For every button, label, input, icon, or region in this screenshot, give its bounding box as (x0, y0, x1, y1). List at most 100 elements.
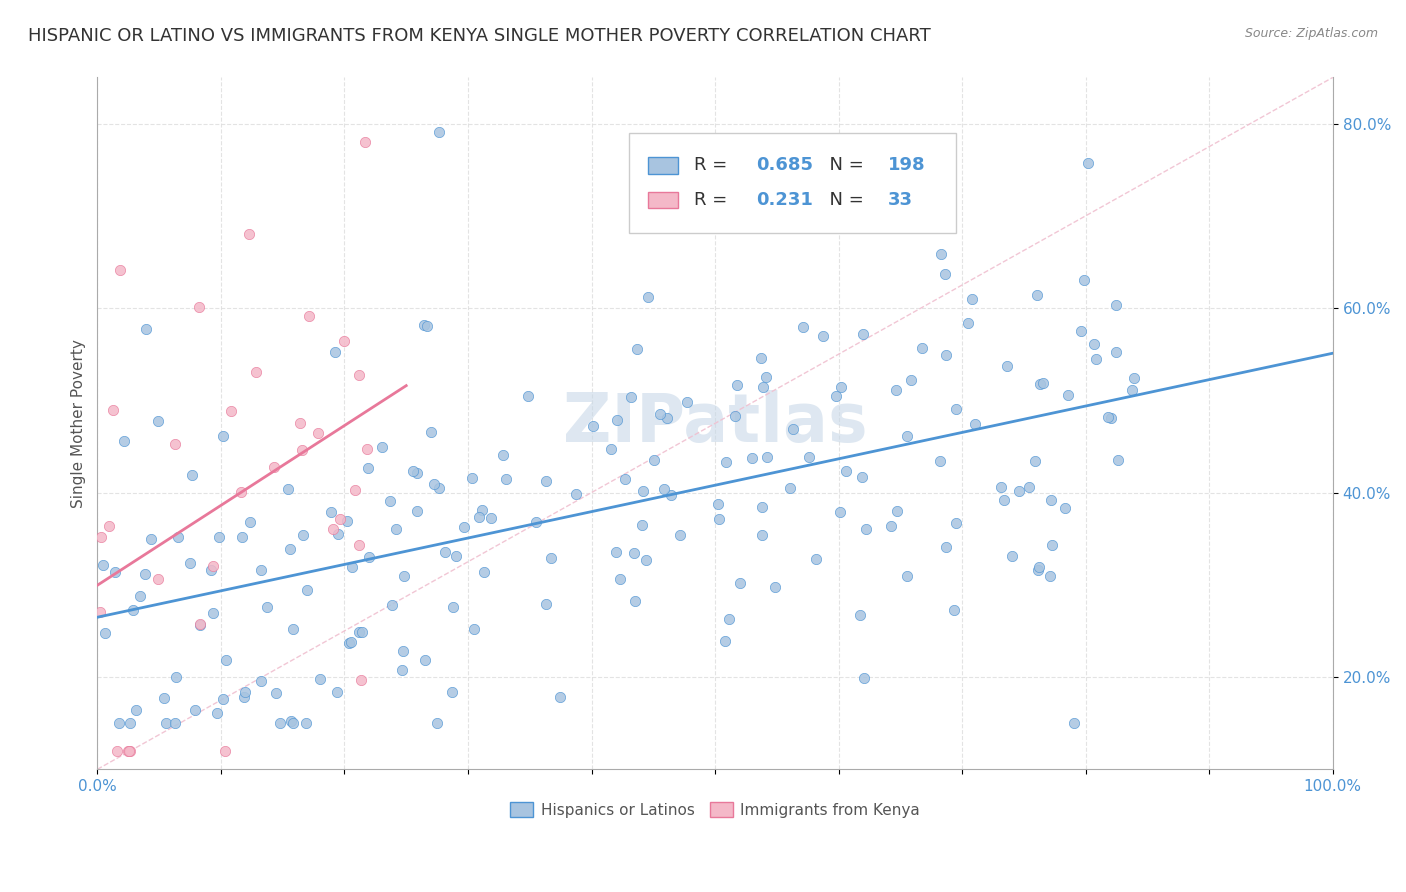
Point (337, 635, 360, 649)
Text: 198: 198 (889, 156, 925, 174)
Point (880, 518, 903, 533)
Point (884, 383, 907, 397)
Point (463, 622, 485, 636)
Point (709, 512, 731, 526)
Point (347, 368, 370, 382)
Point (392, 644, 415, 658)
Point (811, 328, 834, 343)
Point (1057, 388, 1080, 402)
Point (1028, 563, 1050, 577)
Point (146, 572, 169, 586)
Point (129, 589, 152, 603)
Point (835, 464, 858, 478)
Point (631, 518, 654, 533)
Point (1076, 156, 1098, 170)
Point (350, 625, 373, 640)
FancyBboxPatch shape (648, 157, 678, 174)
Point (420, 425, 443, 439)
Point (212, 692, 235, 706)
Point (406, 504, 429, 518)
Text: HISPANIC OR LATINO VS IMMIGRANTS FROM KENYA SINGLE MOTHER POVERTY CORRELATION CH: HISPANIC OR LATINO VS IMMIGRANTS FROM KE… (28, 27, 931, 45)
Point (340, 560, 363, 574)
Point (378, 493, 401, 508)
Point (963, 417, 986, 432)
Point (165, 716, 187, 731)
Point (852, 326, 875, 341)
Point (461, 471, 484, 485)
Point (416, 319, 439, 334)
Point (433, 545, 456, 559)
Point (212, 429, 235, 443)
Point (536, 598, 558, 612)
Point (565, 487, 588, 501)
Point (751, 500, 773, 514)
Point (238, 516, 260, 530)
Point (205, 706, 228, 720)
Point (540, 551, 562, 566)
Point (277, 482, 299, 496)
Point (122, 603, 145, 617)
Point (329, 512, 352, 526)
Point (830, 380, 852, 394)
Point (1040, 492, 1063, 507)
Point (928, 454, 950, 468)
Text: N =: N = (818, 156, 869, 174)
Point (993, 493, 1015, 508)
Point (118, 744, 141, 758)
Point (782, 422, 804, 436)
Point (727, 378, 749, 392)
Point (1040, 539, 1063, 553)
Point (741, 450, 763, 465)
Point (231, 531, 253, 545)
Text: R =: R = (695, 156, 733, 174)
Point (391, 663, 413, 677)
Point (340, 635, 363, 649)
Point (214, 653, 236, 667)
Point (295, 716, 318, 731)
Point (356, 442, 378, 456)
Point (93, 626, 115, 640)
Point (381, 598, 404, 612)
Point (319, 505, 342, 519)
FancyBboxPatch shape (628, 133, 956, 233)
Point (208, 530, 231, 544)
Point (118, 744, 141, 758)
Point (188, 616, 211, 631)
Text: 0.685: 0.685 (756, 156, 813, 174)
Point (238, 227, 260, 241)
Point (995, 359, 1018, 374)
Point (751, 380, 773, 394)
Point (942, 603, 965, 617)
Point (291, 442, 314, 457)
Point (717, 612, 740, 626)
Point (323, 345, 346, 359)
Point (283, 622, 305, 636)
Point (792, 320, 814, 334)
Point (135, 322, 157, 336)
Point (98, 519, 121, 533)
Point (1084, 351, 1107, 366)
Point (956, 316, 979, 330)
Point (609, 572, 631, 586)
Point (669, 527, 692, 541)
Point (848, 608, 870, 623)
Point (141, 533, 163, 547)
Point (1099, 410, 1122, 425)
Point (896, 569, 918, 583)
Point (1028, 376, 1050, 391)
Point (326, 527, 349, 541)
Point (283, 716, 305, 731)
Point (347, 624, 370, 639)
Point (517, 389, 540, 403)
Point (354, 135, 377, 149)
Point (120, 716, 142, 731)
Point (492, 448, 515, 462)
Point (250, 674, 273, 689)
Point (444, 549, 467, 563)
Point (332, 334, 354, 348)
Point (280, 714, 302, 729)
Point (468, 510, 491, 524)
Point (266, 686, 288, 700)
Point (990, 480, 1012, 494)
Point (626, 342, 648, 356)
